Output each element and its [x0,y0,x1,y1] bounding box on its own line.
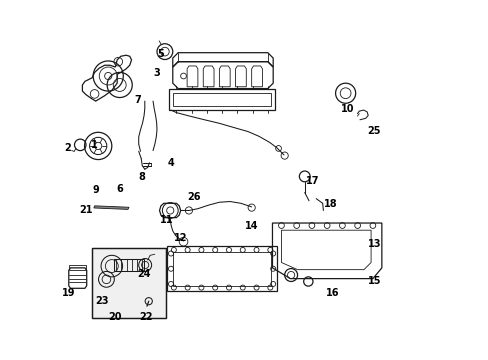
Text: 4: 4 [167,158,174,168]
Bar [169,89,274,110]
Text: 16: 16 [325,288,338,298]
Text: 23: 23 [95,296,108,306]
Text: 20: 20 [108,312,122,322]
Text: 25: 25 [366,126,380,135]
Text: 15: 15 [367,276,380,286]
Bar [172,252,271,286]
Text: 19: 19 [62,288,75,298]
Text: 10: 10 [340,104,353,114]
Text: 21: 21 [79,206,93,216]
Text: 1: 1 [91,140,98,150]
Text: 7: 7 [134,95,141,105]
Text: 6: 6 [117,184,123,194]
Text: 13: 13 [367,239,380,249]
Text: 3: 3 [153,68,160,78]
Text: 11: 11 [159,215,173,225]
Bar [173,93,270,107]
Text: 24: 24 [137,269,150,279]
Bar [92,248,165,318]
Text: 9: 9 [92,185,99,195]
Text: 5: 5 [157,49,163,59]
Text: 2: 2 [64,143,71,153]
Text: 12: 12 [174,233,187,243]
Bar [92,248,165,318]
Text: 22: 22 [139,312,152,322]
Text: 8: 8 [139,172,145,182]
Text: 17: 17 [305,176,319,186]
Text: 26: 26 [186,192,200,202]
Polygon shape [94,206,129,210]
Bar [167,246,276,291]
Bar [69,265,86,270]
Text: 14: 14 [244,221,258,231]
Text: 18: 18 [323,199,337,210]
